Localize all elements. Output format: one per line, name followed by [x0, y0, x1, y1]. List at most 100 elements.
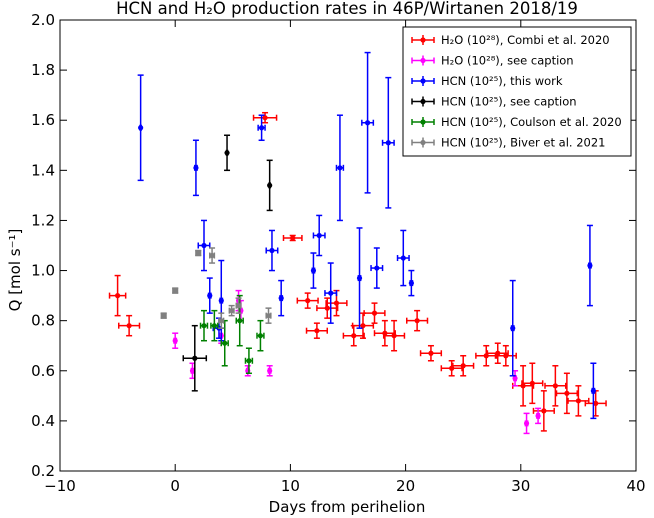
y-tick-label: 1.8 [31, 61, 55, 79]
data-point [197, 219, 211, 272]
x-tick-label: −10 [44, 477, 76, 495]
data-point [555, 372, 578, 415]
data-point [406, 309, 429, 332]
data-point [209, 247, 216, 264]
y-axis-label: Q [mol s⁻¹] [6, 229, 24, 312]
legend-marker [420, 98, 426, 105]
chart-title: HCN and H₂O production rates in 46P/Wirt… [116, 0, 578, 18]
data-point [316, 297, 339, 319]
point-marker [189, 368, 196, 374]
y-tick-label: 2.0 [31, 11, 55, 29]
data-point [535, 407, 542, 425]
data-point [325, 289, 348, 317]
series-3 [182, 134, 273, 392]
point-marker [257, 333, 264, 339]
point-marker [337, 165, 343, 171]
series-0 [108, 111, 607, 432]
point-marker [385, 140, 391, 146]
data-point [266, 365, 273, 377]
point-marker [235, 303, 242, 309]
data-point [356, 227, 363, 329]
y-tick-label: 0.4 [31, 412, 55, 430]
data-point [312, 214, 326, 257]
point-marker [265, 313, 272, 319]
point-marker [267, 368, 273, 374]
data-point [351, 312, 375, 339]
data-point [324, 262, 338, 324]
point-marker [195, 250, 201, 256]
data-point [523, 412, 530, 435]
data-marks [108, 51, 607, 435]
data-point [265, 229, 279, 272]
point-marker [218, 318, 224, 324]
data-point [220, 319, 229, 367]
data-point [160, 312, 167, 319]
data-point [218, 312, 225, 329]
data-point [419, 344, 443, 362]
legend-label: HCN (10²⁵), see caption [441, 95, 577, 109]
point-marker [400, 255, 406, 261]
point-marker [541, 408, 547, 414]
point-marker [290, 235, 296, 241]
y-tick-label: 0.6 [31, 362, 55, 380]
data-point [584, 390, 607, 417]
point-marker [316, 232, 322, 239]
data-point [118, 314, 141, 337]
data-point [224, 134, 231, 172]
data-point [586, 224, 593, 307]
x-tick-label: 0 [170, 477, 180, 495]
data-point [363, 302, 386, 324]
point-marker [267, 182, 273, 188]
point-marker [593, 400, 599, 406]
point-marker [391, 333, 397, 339]
point-marker [262, 115, 268, 121]
data-point [521, 362, 544, 405]
point-marker [503, 353, 509, 359]
point-marker [523, 420, 530, 426]
point-marker [575, 398, 582, 404]
data-point [172, 332, 179, 349]
point-marker [172, 338, 178, 344]
y-tick-label: 1.6 [31, 111, 55, 129]
legend-label: H₂O (10²⁸), Combi et al. 2020 [441, 33, 610, 47]
point-marker [126, 323, 132, 329]
point-marker [161, 313, 167, 319]
point-marker [356, 275, 363, 281]
legend: H₂O (10²⁸), Combi et al. 2020 H₂O (10²⁸),… [402, 26, 632, 157]
point-marker [278, 295, 284, 301]
data-point [509, 279, 516, 377]
data-point [199, 309, 209, 342]
legend-entry [411, 96, 435, 107]
point-marker [237, 318, 243, 324]
point-marker [333, 300, 340, 306]
data-point [296, 292, 319, 309]
x-tick-label: 10 [281, 477, 300, 495]
point-marker [529, 380, 535, 386]
point-marker [229, 308, 235, 314]
point-marker [371, 310, 378, 316]
point-marker [314, 328, 320, 334]
series-4 [199, 294, 265, 375]
point-marker [587, 262, 593, 269]
point-marker [552, 383, 558, 389]
data-point [396, 229, 410, 287]
point-marker [364, 120, 371, 126]
point-marker [305, 298, 311, 304]
point-marker [246, 358, 252, 364]
y-tick-label: 1.0 [31, 262, 55, 280]
data-point [590, 362, 597, 420]
data-point [305, 322, 329, 339]
point-marker [209, 252, 215, 259]
point-marker [414, 318, 420, 324]
point-marker [351, 333, 357, 339]
data-point [278, 279, 285, 317]
data-point [206, 277, 213, 314]
point-marker [408, 280, 414, 286]
point-marker [138, 125, 144, 131]
data-point [137, 74, 144, 182]
legend-marker [420, 78, 426, 84]
legend-marker [420, 57, 426, 64]
point-marker [428, 350, 434, 356]
data-point [265, 307, 272, 324]
